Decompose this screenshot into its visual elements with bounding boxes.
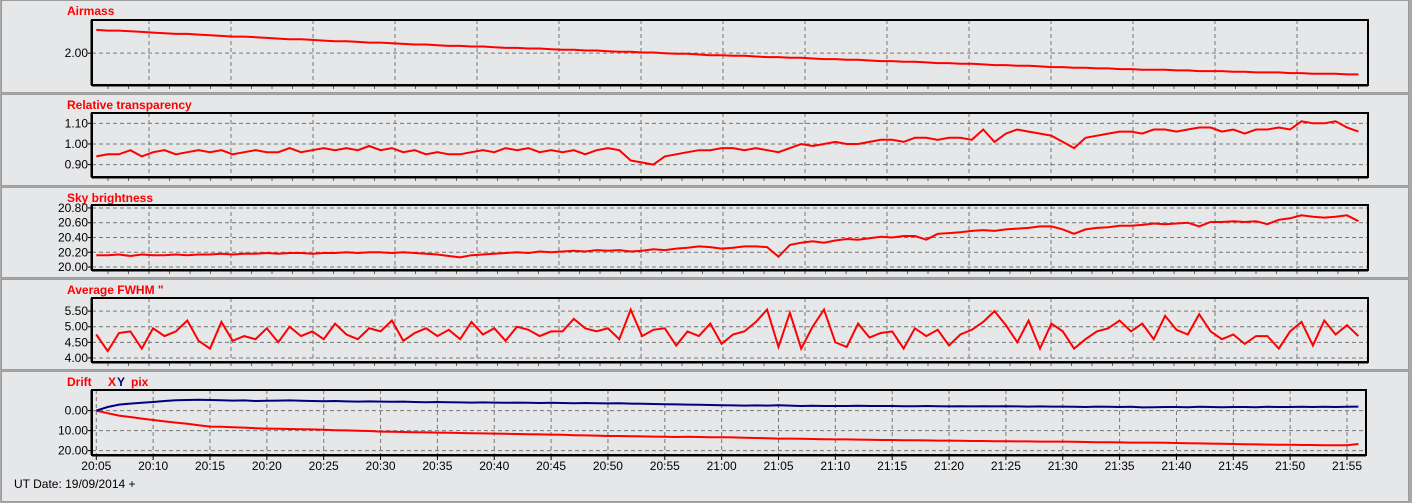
x-tick-label: 21:00 (707, 459, 737, 473)
x-tick-label: 20:35 (422, 459, 452, 473)
transparency-ytick-label: 1.10 (65, 116, 89, 130)
x-tick-label: 21:35 (1105, 459, 1135, 473)
sky-brightness-ytick-label: 20.00 (58, 260, 88, 274)
sky-brightness-ytick-label: 20.60 (58, 216, 88, 230)
airmass-plot-frame (91, 19, 1369, 86)
transparency-series-line (96, 120, 1359, 166)
x-tick-label: 20:15 (195, 459, 225, 473)
fwhm-ytick-label: 5.50 (65, 304, 89, 318)
drift-title: Drift (67, 375, 92, 389)
drift-ytick-label: 10.00 (58, 424, 88, 438)
legend-unit: pix (131, 375, 149, 389)
x-tick-label: 21:20 (934, 459, 964, 473)
sky-brightness-series-line (96, 214, 1359, 259)
fwhm-panel: Average FWHM " (1, 279, 1409, 370)
transparency-plot-frame (91, 112, 1369, 178)
x-tick-label: 20:30 (366, 459, 396, 473)
x-tick-label: 21:55 (1332, 459, 1362, 473)
x-tick-label: 20:10 (138, 459, 168, 473)
ut-date: UT Date: 19/09/2014 + (14, 477, 136, 491)
x-tick-label: 21:45 (1218, 459, 1248, 473)
x-tick-label: 21:10 (820, 459, 850, 473)
sky-brightness-ytick-label: 20.20 (58, 245, 88, 259)
x-tick-label: 20:20 (252, 459, 282, 473)
sky-brightness-ytick-label: 20.40 (58, 231, 88, 245)
x-tick-label: 21:40 (1161, 459, 1191, 473)
x-tick-label: 21:30 (1048, 459, 1078, 473)
transparency-ytick-label: 0.90 (65, 158, 89, 172)
transparency-panel: Relative transparency (1, 94, 1409, 186)
x-tick-label: 20:25 (309, 459, 339, 473)
sky-brightness-title: Sky brightness (67, 191, 154, 205)
drift-series-line-y (95, 398, 1359, 412)
fwhm-title: Average FWHM " (67, 283, 164, 297)
drift-ytick-label: 20.00 (58, 444, 88, 458)
legend-x: X (108, 375, 117, 389)
x-tick-label: 20:40 (479, 459, 509, 473)
x-tick-label: 21:15 (877, 459, 907, 473)
x-tick-label: 20:45 (536, 459, 566, 473)
airmass-series-line (96, 28, 1359, 76)
x-tick-label: 21:25 (991, 459, 1021, 473)
x-tick-label: 21:50 (1275, 459, 1305, 473)
x-tick-label: 21:05 (763, 459, 793, 473)
fwhm-ytick-label: 5.00 (65, 320, 89, 334)
drift-ytick-label: 0.00 (65, 404, 89, 418)
airmass-panel: Airmass (1, 0, 1409, 93)
fwhm-ytick-label: 4.50 (65, 335, 89, 349)
airmass-ytick-label: 2.00 (65, 46, 89, 60)
fwhm-series-line (95, 306, 1360, 353)
sky-brightness-panel: Sky brightness (1, 187, 1409, 278)
transparency-ytick-label: 1.00 (65, 137, 89, 151)
transparency-title: Relative transparency (67, 98, 192, 112)
fwhm-ytick-label: 4.00 (65, 351, 89, 365)
sky-brightness-ytick-label: 20.80 (58, 201, 88, 215)
x-tick-label: 20:55 (650, 459, 680, 473)
airmass-title: Airmass (67, 4, 115, 18)
x-tick-label: 20:50 (593, 459, 623, 473)
x-tick-label: 20:05 (81, 459, 111, 473)
drift-series-line-x (96, 409, 1359, 447)
legend-y: Y (117, 375, 126, 389)
